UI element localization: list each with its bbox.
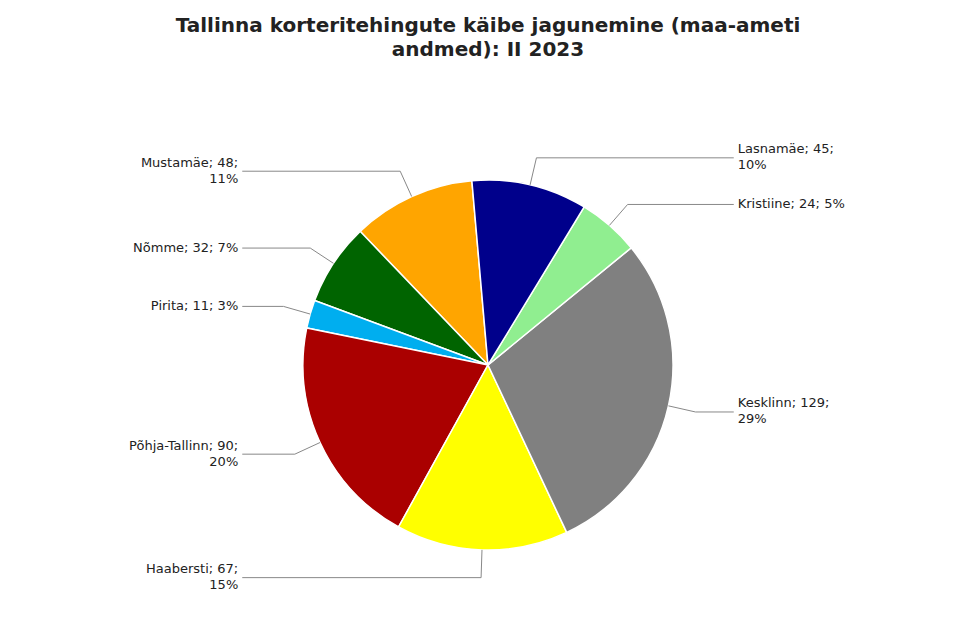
slice-label-line: 10% [738, 157, 767, 172]
slice-label-line: Kristiine; 24; 5% [738, 196, 845, 211]
slices [303, 180, 673, 550]
slice-label-line: Põhja-Tallinn; 90; [129, 438, 238, 453]
pie: Mustamäe; 48;11% Nõmme; 32; 7% Pirita; 11;… [129, 141, 845, 592]
slice-label-line: 29% [738, 411, 767, 426]
slice-label: Nõmme; 32; 7% [133, 240, 238, 255]
leader-line [668, 406, 733, 412]
title-line: Tallinna korteritehingute käibe jagunemi… [176, 13, 801, 37]
leader-line [242, 306, 310, 314]
chart: Tallinna korteritehingute käibe jagunemi… [0, 0, 976, 637]
slice-label: Haabersti; 67;15% [146, 561, 238, 592]
slice-label: Pirita; 11; 3% [151, 298, 238, 313]
slice-label-line: Pirita; 11; 3% [151, 298, 238, 313]
title: Tallinna korteritehingute käibe jagunemi… [176, 13, 801, 61]
slice-label-line: Mustamäe; 48; [141, 155, 238, 170]
leader-line [609, 204, 733, 225]
leader-line [530, 158, 734, 185]
slice-label-line: Lasnamäe; 45; [738, 141, 834, 156]
slice-label: Põhja-Tallinn; 90;20% [129, 438, 238, 469]
slice-label-line: Haabersti; 67; [146, 561, 238, 576]
slice-label: Kesklinn; 129;29% [738, 395, 830, 426]
slice-label-line: 15% [209, 577, 238, 592]
leader-line [242, 248, 333, 263]
leader-line [242, 550, 482, 578]
slice-label: Lasnamäe; 45;10% [738, 141, 834, 172]
slice-label: Mustamäe; 48;11% [141, 155, 238, 186]
title-line: andmed): II 2023 [392, 37, 584, 61]
slice [472, 180, 584, 365]
labels: Mustamäe; 48;11% Nõmme; 32; 7% Pirita; 11;… [129, 141, 845, 592]
slice-label-line: Nõmme; 32; 7% [133, 240, 238, 255]
slice-label-line: Kesklinn; 129; [738, 395, 830, 410]
slice-label-line: 11% [209, 171, 238, 186]
slice-label: Kristiine; 24; 5% [738, 196, 845, 211]
leader-line [242, 171, 411, 196]
slice-label-line: 20% [209, 454, 238, 469]
leader-line [242, 443, 320, 455]
